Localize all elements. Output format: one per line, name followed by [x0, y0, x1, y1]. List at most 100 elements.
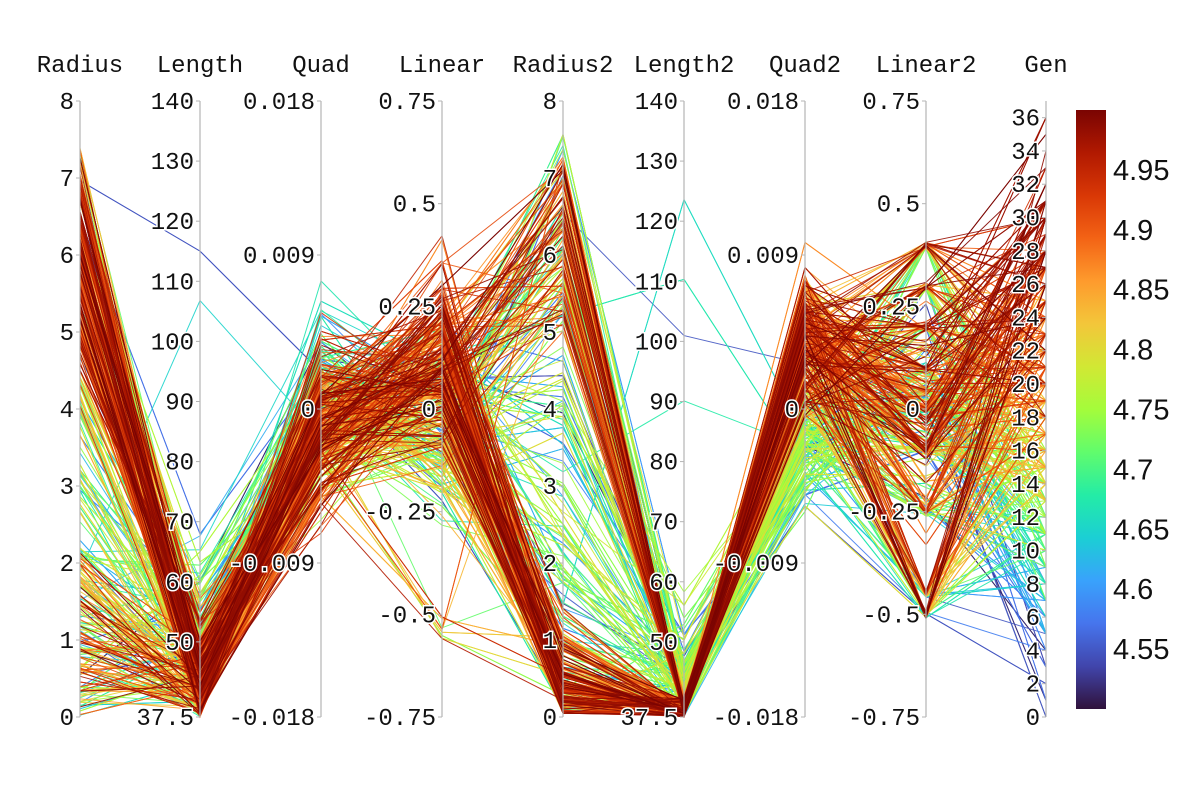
axis-title: Radius [37, 53, 123, 80]
tick-label: 18 [1011, 406, 1040, 433]
tick-label: 120 [635, 210, 678, 237]
tick-label: -0.25 [848, 501, 920, 528]
tick-label: -0.25 [364, 501, 436, 528]
axis-linear2: Linear2 -0.75 -0.5 -0.25 0 0.25 0.5 0.75 [846, 53, 976, 735]
tick-label: 130 [151, 150, 194, 177]
axis-title: Quad [292, 53, 350, 80]
tick-label: 2 [1026, 673, 1040, 700]
tick-label: -0.009 [229, 552, 315, 579]
tick-label: 130 [635, 150, 678, 177]
tick-label: 0.009 [243, 244, 315, 271]
tick-label: 120 [151, 210, 194, 237]
axis-title: Length2 [634, 53, 735, 80]
tick-label: 0.5 [877, 193, 920, 220]
tick-label: 4 [60, 398, 74, 425]
tick-label: 37.5 [620, 706, 678, 733]
tick-label: 0.75 [862, 90, 920, 117]
tick-label: 8 [1026, 573, 1040, 600]
tick-label: 2 [60, 552, 74, 579]
tick-label: 22 [1011, 340, 1040, 367]
tick-label: 50 [649, 631, 678, 658]
tick-label: 30 [1011, 207, 1040, 234]
axis-radius2: Radius2 0 1 2 3 4 5 6 7 8 [513, 53, 614, 735]
tick-label: -0.009 [713, 552, 799, 579]
tick-label: 32 [1011, 173, 1040, 200]
tick-label: -0.75 [848, 706, 920, 733]
axis-title: Radius2 [513, 53, 614, 80]
tick-label: 140 [151, 90, 194, 117]
tick-label: 7 [543, 167, 557, 194]
tick-label: 37.5 [136, 706, 194, 733]
tick-label: 0.25 [862, 295, 920, 322]
tick-label: 0 [1026, 706, 1040, 733]
colorbar-tick-label: 4.55 [1113, 634, 1169, 666]
axis-linear: Linear -0.75 -0.5 -0.25 0 0.25 0.5 0.75 [362, 53, 485, 735]
tick-label: 3 [60, 475, 74, 502]
axis-title: Length [157, 53, 243, 80]
tick-label: 10 [1011, 540, 1040, 567]
tick-label: -0.018 [713, 706, 799, 733]
tick-label: -0.75 [364, 706, 436, 733]
tick-label: 90 [649, 390, 678, 417]
tick-label: 36 [1011, 107, 1040, 134]
polylines-layer [79, 117, 1047, 719]
axis-title: Quad2 [769, 53, 841, 80]
tick-label: 26 [1011, 273, 1040, 300]
tick-label: 0.009 [727, 244, 799, 271]
tick-label: 100 [151, 330, 194, 357]
tick-label: -0.018 [229, 706, 315, 733]
tick-label: 8 [543, 90, 557, 117]
tick-label: 90 [165, 390, 194, 417]
tick-label: 0 [422, 398, 436, 425]
axis-quad2: Quad2 -0.018 -0.009 0 0.009 0.018 [711, 53, 841, 735]
tick-label: 4 [1026, 639, 1040, 666]
axis-quad: Quad -0.018 -0.009 0 0.009 0.018 [227, 53, 350, 735]
tick-label: 5 [60, 321, 74, 348]
tick-label: 6 [543, 244, 557, 271]
tick-label: 28 [1011, 240, 1040, 267]
tick-label: 0.5 [393, 193, 436, 220]
colorbar-tick-label: 4.8 [1113, 335, 1153, 367]
colorbar-tick-label: 4.95 [1113, 155, 1169, 187]
colorbar-tick-label: 4.65 [1113, 514, 1169, 546]
axes-layer: Radius012345678Length37.5506070809010011… [37, 53, 1068, 735]
tick-label: -0.5 [862, 603, 920, 630]
tick-label: 50 [165, 631, 194, 658]
tick-label: 0 [906, 398, 920, 425]
tick-label: -0.5 [378, 603, 436, 630]
axis-length2: Length2 37.5 50 60 70 80 90 100 110 120 130 140 [619, 53, 735, 735]
tick-label: 7 [60, 167, 74, 194]
axis-radius: Radius 0 1 2 3 4 5 6 7 8 [37, 53, 123, 735]
colorbar-tick-label: 4.75 [1113, 395, 1169, 427]
tick-label: 110 [151, 270, 194, 297]
tick-label: 110 [635, 270, 678, 297]
axis-length: Length 37.5 50 60 70 80 90 100 110 120 130 140 [135, 53, 243, 735]
tick-label: 14 [1011, 473, 1040, 500]
tick-label: 16 [1011, 440, 1040, 467]
tick-label: 3 [543, 475, 557, 502]
tick-label: 70 [165, 511, 194, 538]
axis-title: Gen [1024, 53, 1067, 80]
colorbar-tick-label: 4.6 [1113, 574, 1153, 606]
tick-label: 1 [543, 629, 557, 656]
colorbar-tick-label: 4.9 [1113, 215, 1153, 247]
tick-label: 140 [635, 90, 678, 117]
tick-label: 70 [649, 511, 678, 538]
tick-label: 0.25 [378, 295, 436, 322]
tick-label: 6 [1026, 606, 1040, 633]
tick-label: 0.75 [378, 90, 436, 117]
tick-label: 0 [543, 706, 557, 733]
axis-title: Linear [399, 53, 485, 80]
colorbar-gradient [1076, 110, 1106, 709]
tick-label: 80 [165, 451, 194, 478]
tick-label: 1 [60, 629, 74, 656]
tick-label: 0 [60, 706, 74, 733]
tick-label: 8 [60, 90, 74, 117]
tick-label: 34 [1011, 140, 1040, 167]
tick-label: 20 [1011, 373, 1040, 400]
tick-label: 0.018 [727, 90, 799, 117]
tick-label: 24 [1011, 306, 1040, 333]
tick-label: 2 [543, 552, 557, 579]
